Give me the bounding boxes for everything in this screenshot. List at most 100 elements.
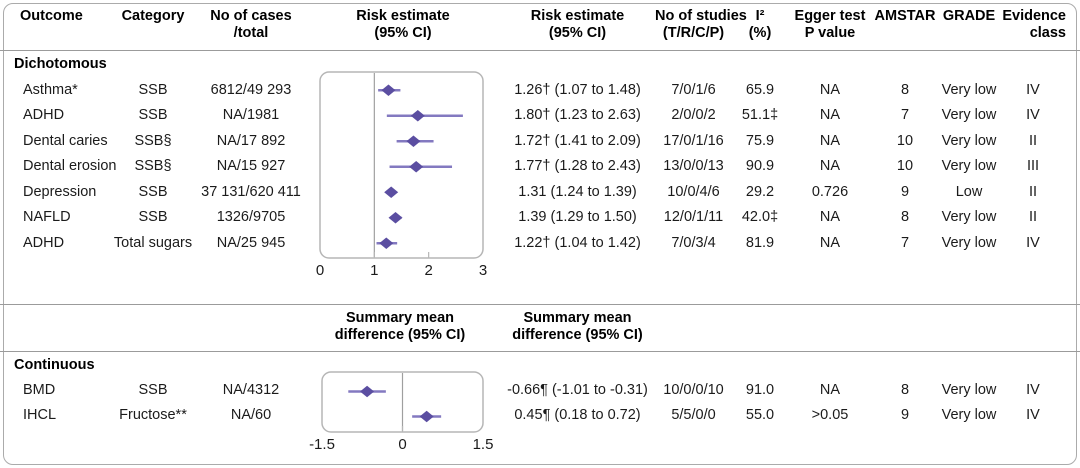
cell-egger: >0.05: [811, 407, 849, 423]
dichotomous-rows: Asthma* SSB 6812/49 293 1.26† (1.07 to 1…: [0, 77, 1080, 256]
cell-studies: 12/0/1/11: [663, 209, 724, 226]
col-header-grade: GRADE: [942, 8, 996, 24]
header-divider: [0, 50, 1080, 51]
col-header-risk-plot: Risk estimate (95% CI): [356, 8, 450, 41]
continuous-rows: BMD SSB NA/4312 -0.66¶ (-1.01 to -0.31) …: [0, 378, 1080, 428]
cell-amstar: 8: [900, 81, 910, 98]
cell-studies: 13/0/0/13: [663, 158, 724, 175]
cell-i2: 29.2: [745, 183, 775, 200]
cell-studies: 10/0/0/10: [663, 382, 724, 398]
cell-outcome: ADHD: [23, 234, 65, 251]
cell-cases: 6812/49 293: [210, 81, 292, 98]
cell-i2: 91.0: [745, 382, 775, 398]
col-header-cases: No of cases/total: [210, 8, 292, 41]
cell-amstar: 7: [900, 234, 910, 251]
cell-grade: Very low: [941, 158, 997, 175]
cell-category: SSB: [138, 382, 168, 398]
cell-egger: NA: [819, 158, 841, 175]
col-header-risk-text: Risk estimate (95% CI): [530, 8, 625, 41]
cell-grade: Very low: [941, 209, 997, 226]
dichotomous-axis-area: [0, 256, 1080, 304]
cell-amstar: 9: [900, 407, 910, 423]
cell-category: SSB: [138, 107, 168, 124]
cell-i2: 42.0‡: [741, 209, 779, 226]
cell-egger: NA: [819, 81, 841, 98]
cell-grade: Very low: [941, 407, 997, 423]
cell-egger: 0.726: [811, 183, 849, 200]
cell-cases: 37 131/620 411: [201, 183, 301, 200]
mid-divider-bottom: [0, 350, 1080, 352]
cell-egger: NA: [819, 132, 841, 149]
cell-cases: NA/1981: [222, 107, 280, 124]
cell-i2: 81.9: [745, 234, 775, 251]
cell-category: Fructose**: [119, 407, 187, 423]
cell-category: SSB§: [134, 132, 172, 149]
table-row: NAFLD SSB 1326/9705 1.39 (1.29 to 1.50) …: [14, 205, 1066, 231]
cell-studies: 2/0/0/2: [671, 107, 716, 124]
cell-category: SSB: [138, 209, 168, 226]
cell-estimate: 0.45¶ (0.18 to 0.72): [514, 407, 641, 423]
cell-outcome: Dental caries: [23, 132, 108, 149]
cell-outcome: Asthma*: [23, 81, 78, 98]
cell-estimate: 1.26† (1.07 to 1.48): [514, 81, 641, 98]
table-row: Dental caries SSB§ NA/17 892 1.72† (1.41…: [14, 128, 1066, 154]
cell-estimate: 1.80† (1.23 to 2.63): [514, 107, 641, 124]
table-row: Asthma* SSB 6812/49 293 1.26† (1.07 to 1…: [14, 77, 1066, 103]
cell-category: Total sugars: [113, 234, 193, 251]
cell-grade: Very low: [941, 382, 997, 398]
cell-class: II: [1028, 132, 1038, 149]
cell-i2: 55.0: [745, 407, 775, 423]
cell-i2: 65.9: [745, 81, 775, 98]
cell-egger: NA: [819, 209, 841, 226]
cell-amstar: 9: [900, 183, 910, 200]
cell-grade: Very low: [941, 81, 997, 98]
col-header-egger: Egger test P value: [794, 8, 866, 41]
cell-studies: 7/0/3/4: [671, 234, 716, 251]
cell-egger: NA: [819, 107, 841, 124]
cell-class: III: [1026, 158, 1040, 175]
table-row: Dental erosion SSB§ NA/15 927 1.77† (1.2…: [14, 154, 1066, 180]
summary-mean-header-text: Summary mean difference (95% CI): [512, 309, 643, 343]
cell-outcome: Dental erosion: [23, 158, 117, 175]
cell-estimate: 1.31 (1.24 to 1.39): [518, 183, 637, 200]
cell-i2: 90.9: [745, 158, 775, 175]
cell-estimate: 1.39 (1.29 to 1.50): [518, 209, 637, 226]
cell-class: IV: [1026, 407, 1040, 423]
table-row: ADHD Total sugars NA/25 945 1.22† (1.04 …: [14, 230, 1066, 256]
cell-class: IV: [1026, 234, 1040, 251]
cell-cases: 1326/9705: [216, 209, 286, 226]
cell-amstar: 8: [900, 209, 910, 226]
cell-outcome: NAFLD: [23, 209, 71, 226]
cell-amstar: 8: [900, 382, 910, 398]
col-header-outcome: Outcome: [20, 8, 83, 24]
cell-i2: 75.9: [745, 132, 775, 149]
cell-estimate: 1.72† (1.41 to 2.09): [514, 132, 641, 149]
cell-outcome: IHCL: [23, 407, 57, 423]
cell-outcome: ADHD: [23, 107, 65, 124]
cell-egger: NA: [819, 382, 841, 398]
cell-studies: 7/0/1/6: [671, 81, 716, 98]
cell-amstar: 10: [896, 158, 914, 175]
cell-grade: Very low: [941, 132, 997, 149]
table-row: Depression SSB 37 131/620 411 1.31 (1.24…: [14, 179, 1066, 205]
mid-divider-top: [0, 303, 1080, 305]
cell-i2: 51.1‡: [741, 107, 779, 124]
section-label-continuous: Continuous: [14, 356, 95, 373]
cell-egger: NA: [819, 234, 841, 251]
cell-class: IV: [1026, 107, 1040, 124]
cell-cases: NA/17 892: [216, 132, 286, 149]
cell-category: SSB§: [134, 158, 172, 175]
cell-estimate: -0.66¶ (-1.01 to -0.31): [507, 382, 648, 398]
summary-mean-header-row: Summary mean difference (95% CI) Summary …: [0, 305, 1080, 351]
cell-amstar: 10: [896, 132, 914, 149]
column-header-row: Outcome Category No of cases/total Risk …: [14, 0, 1066, 50]
col-header-category: Category: [121, 8, 185, 24]
col-header-i2: I² (%): [748, 8, 772, 41]
cell-outcome: Depression: [23, 183, 97, 200]
cell-category: SSB: [138, 183, 168, 200]
cell-grade: Very low: [941, 107, 997, 124]
cell-estimate: 1.22† (1.04 to 1.42): [514, 234, 641, 251]
cell-studies: 5/5/0/0: [671, 407, 716, 423]
